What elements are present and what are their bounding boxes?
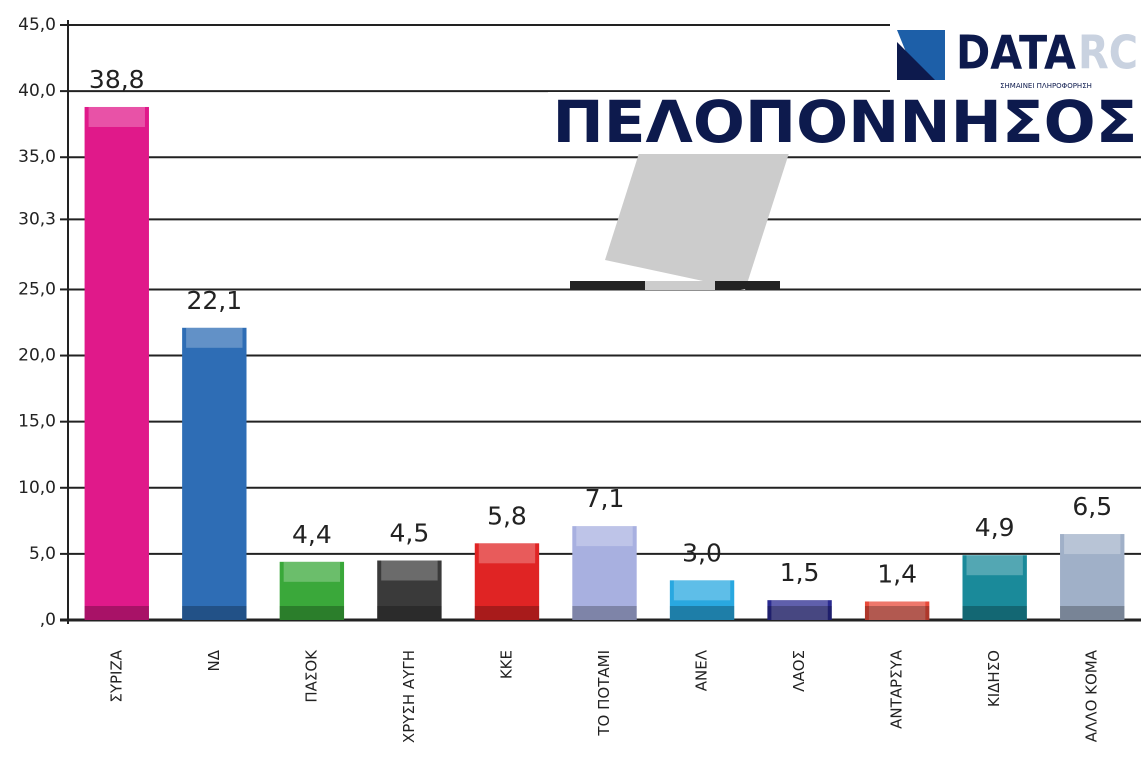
chart-title: ΠΕΛΟΠΟΝΝΗΣΟΣ <box>553 88 1138 156</box>
bar-highlight <box>186 328 242 348</box>
y-tick-label: 10,0 <box>18 478 56 498</box>
value-label: 4,5 <box>390 519 430 548</box>
x-tick-label: ΚΚΕ <box>497 650 515 679</box>
bar-highlight <box>674 580 730 600</box>
bar-shade <box>280 606 344 620</box>
x-tick-label: ΑΛΛΟ ΚΟΜΑ <box>1083 649 1101 742</box>
value-label: 38,8 <box>89 65 145 94</box>
x-tick-label: ΚΙΔΗΣΟ <box>985 650 1003 707</box>
bar <box>85 107 149 620</box>
bar-shade <box>865 606 929 620</box>
bar-highlight <box>381 561 437 581</box>
value-label: 7,1 <box>585 484 625 513</box>
y-tick-label: ,0 <box>40 610 56 630</box>
bar-shade <box>1060 606 1124 620</box>
x-tick-label: ΠΑΣΟΚ <box>302 649 320 703</box>
ballot-paper-edge <box>645 281 715 290</box>
x-tick-label: ΝΔ <box>205 649 223 671</box>
bar-highlight <box>89 107 145 127</box>
ballot-paper <box>605 150 790 290</box>
y-tick-label: 20,0 <box>18 346 56 366</box>
x-tick-label: ΤΟ ΠΟΤΑΜΙ <box>595 650 613 737</box>
x-tick-label: ΑΝΤΑΡΣΥΑ <box>888 649 906 729</box>
value-label: 5,8 <box>487 501 527 530</box>
value-label: 22,1 <box>186 286 242 315</box>
bar-highlight <box>966 555 1022 575</box>
value-label: 1,5 <box>780 558 820 587</box>
value-label: 4,9 <box>975 513 1015 542</box>
y-tick-label: 5,0 <box>29 544 56 564</box>
x-tick-label: ΑΝΕΛ <box>693 649 711 691</box>
y-tick-label: 25,0 <box>18 279 56 299</box>
value-label: 6,5 <box>1072 492 1112 521</box>
x-tick-label: ΛΑΟΣ <box>790 650 808 692</box>
y-tick-label: 35,0 <box>18 147 56 167</box>
x-tick-label: ΣΥΡΙΖΑ <box>107 649 125 702</box>
bar-highlight <box>576 526 632 546</box>
bar <box>182 328 246 620</box>
bar-highlight <box>284 562 340 582</box>
bar-highlight <box>1064 534 1120 554</box>
bar-shade <box>85 606 149 620</box>
x-tick-label: ΧΡΥΣΗ ΑΥΓΗ <box>400 650 418 743</box>
value-label: 4,4 <box>292 520 332 549</box>
bar-shade <box>572 606 636 620</box>
chart: ΠΕΛΟΠΟΝΝΗΣΟΣ DATA RC ΣΗΜΑΙΝΕΙ ΠΛΗΡΟΦΟΡΗΣ… <box>0 0 1141 763</box>
bar-shade <box>962 606 1026 620</box>
bar-highlight <box>479 543 535 563</box>
y-tick-label: 30,3 <box>18 209 56 229</box>
value-label: 3,0 <box>682 538 722 567</box>
y-tick-label: 45,0 <box>18 15 56 35</box>
logo-tagline: ΣΗΜΑΙΝΕΙ ΠΛΗΡΟΦΟΡΗΣΗ <box>1000 82 1092 90</box>
bar-shade <box>182 606 246 620</box>
bar-shade <box>767 606 831 620</box>
bar-shade <box>475 606 539 620</box>
logo-name: DATA <box>956 26 1076 80</box>
bar-shade <box>670 606 734 620</box>
y-tick-label: 40,0 <box>18 81 56 101</box>
logo-suffix: RC <box>1078 26 1138 80</box>
bar-shade <box>377 606 441 620</box>
y-tick-label: 15,0 <box>18 412 56 432</box>
value-label: 1,4 <box>877 559 917 588</box>
